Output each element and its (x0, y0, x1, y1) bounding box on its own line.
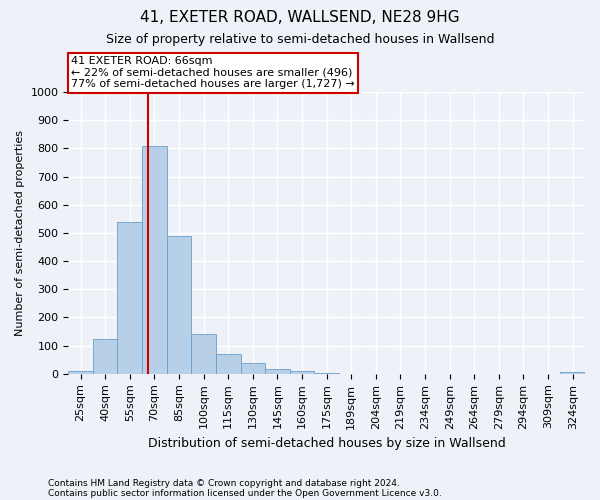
Y-axis label: Number of semi-detached properties: Number of semi-detached properties (15, 130, 25, 336)
Bar (314, 373, 339, 374)
Text: Size of property relative to semi-detached houses in Wallsend: Size of property relative to semi-detach… (106, 32, 494, 46)
Bar (68, 371, 93, 374)
Bar (560, 372, 585, 374)
Text: 41, EXETER ROAD, WALLSEND, NE28 9HG: 41, EXETER ROAD, WALLSEND, NE28 9HG (140, 10, 460, 25)
Bar (93, 338, 118, 374)
Text: 41 EXETER ROAD: 66sqm
← 22% of semi-detached houses are smaller (496)
77% of sem: 41 EXETER ROAD: 66sqm ← 22% of semi-deta… (71, 56, 355, 89)
X-axis label: Distribution of semi-detached houses by size in Wallsend: Distribution of semi-detached houses by … (148, 437, 506, 450)
Bar (142, 146, 167, 374)
Bar (216, 354, 241, 374)
Bar (191, 334, 216, 374)
Bar (118, 222, 142, 374)
Text: Contains public sector information licensed under the Open Government Licence v3: Contains public sector information licen… (48, 488, 442, 498)
Bar (241, 364, 265, 374)
Bar (265, 368, 290, 374)
Bar (167, 236, 191, 374)
Bar (290, 371, 314, 374)
Text: Contains HM Land Registry data © Crown copyright and database right 2024.: Contains HM Land Registry data © Crown c… (48, 478, 400, 488)
